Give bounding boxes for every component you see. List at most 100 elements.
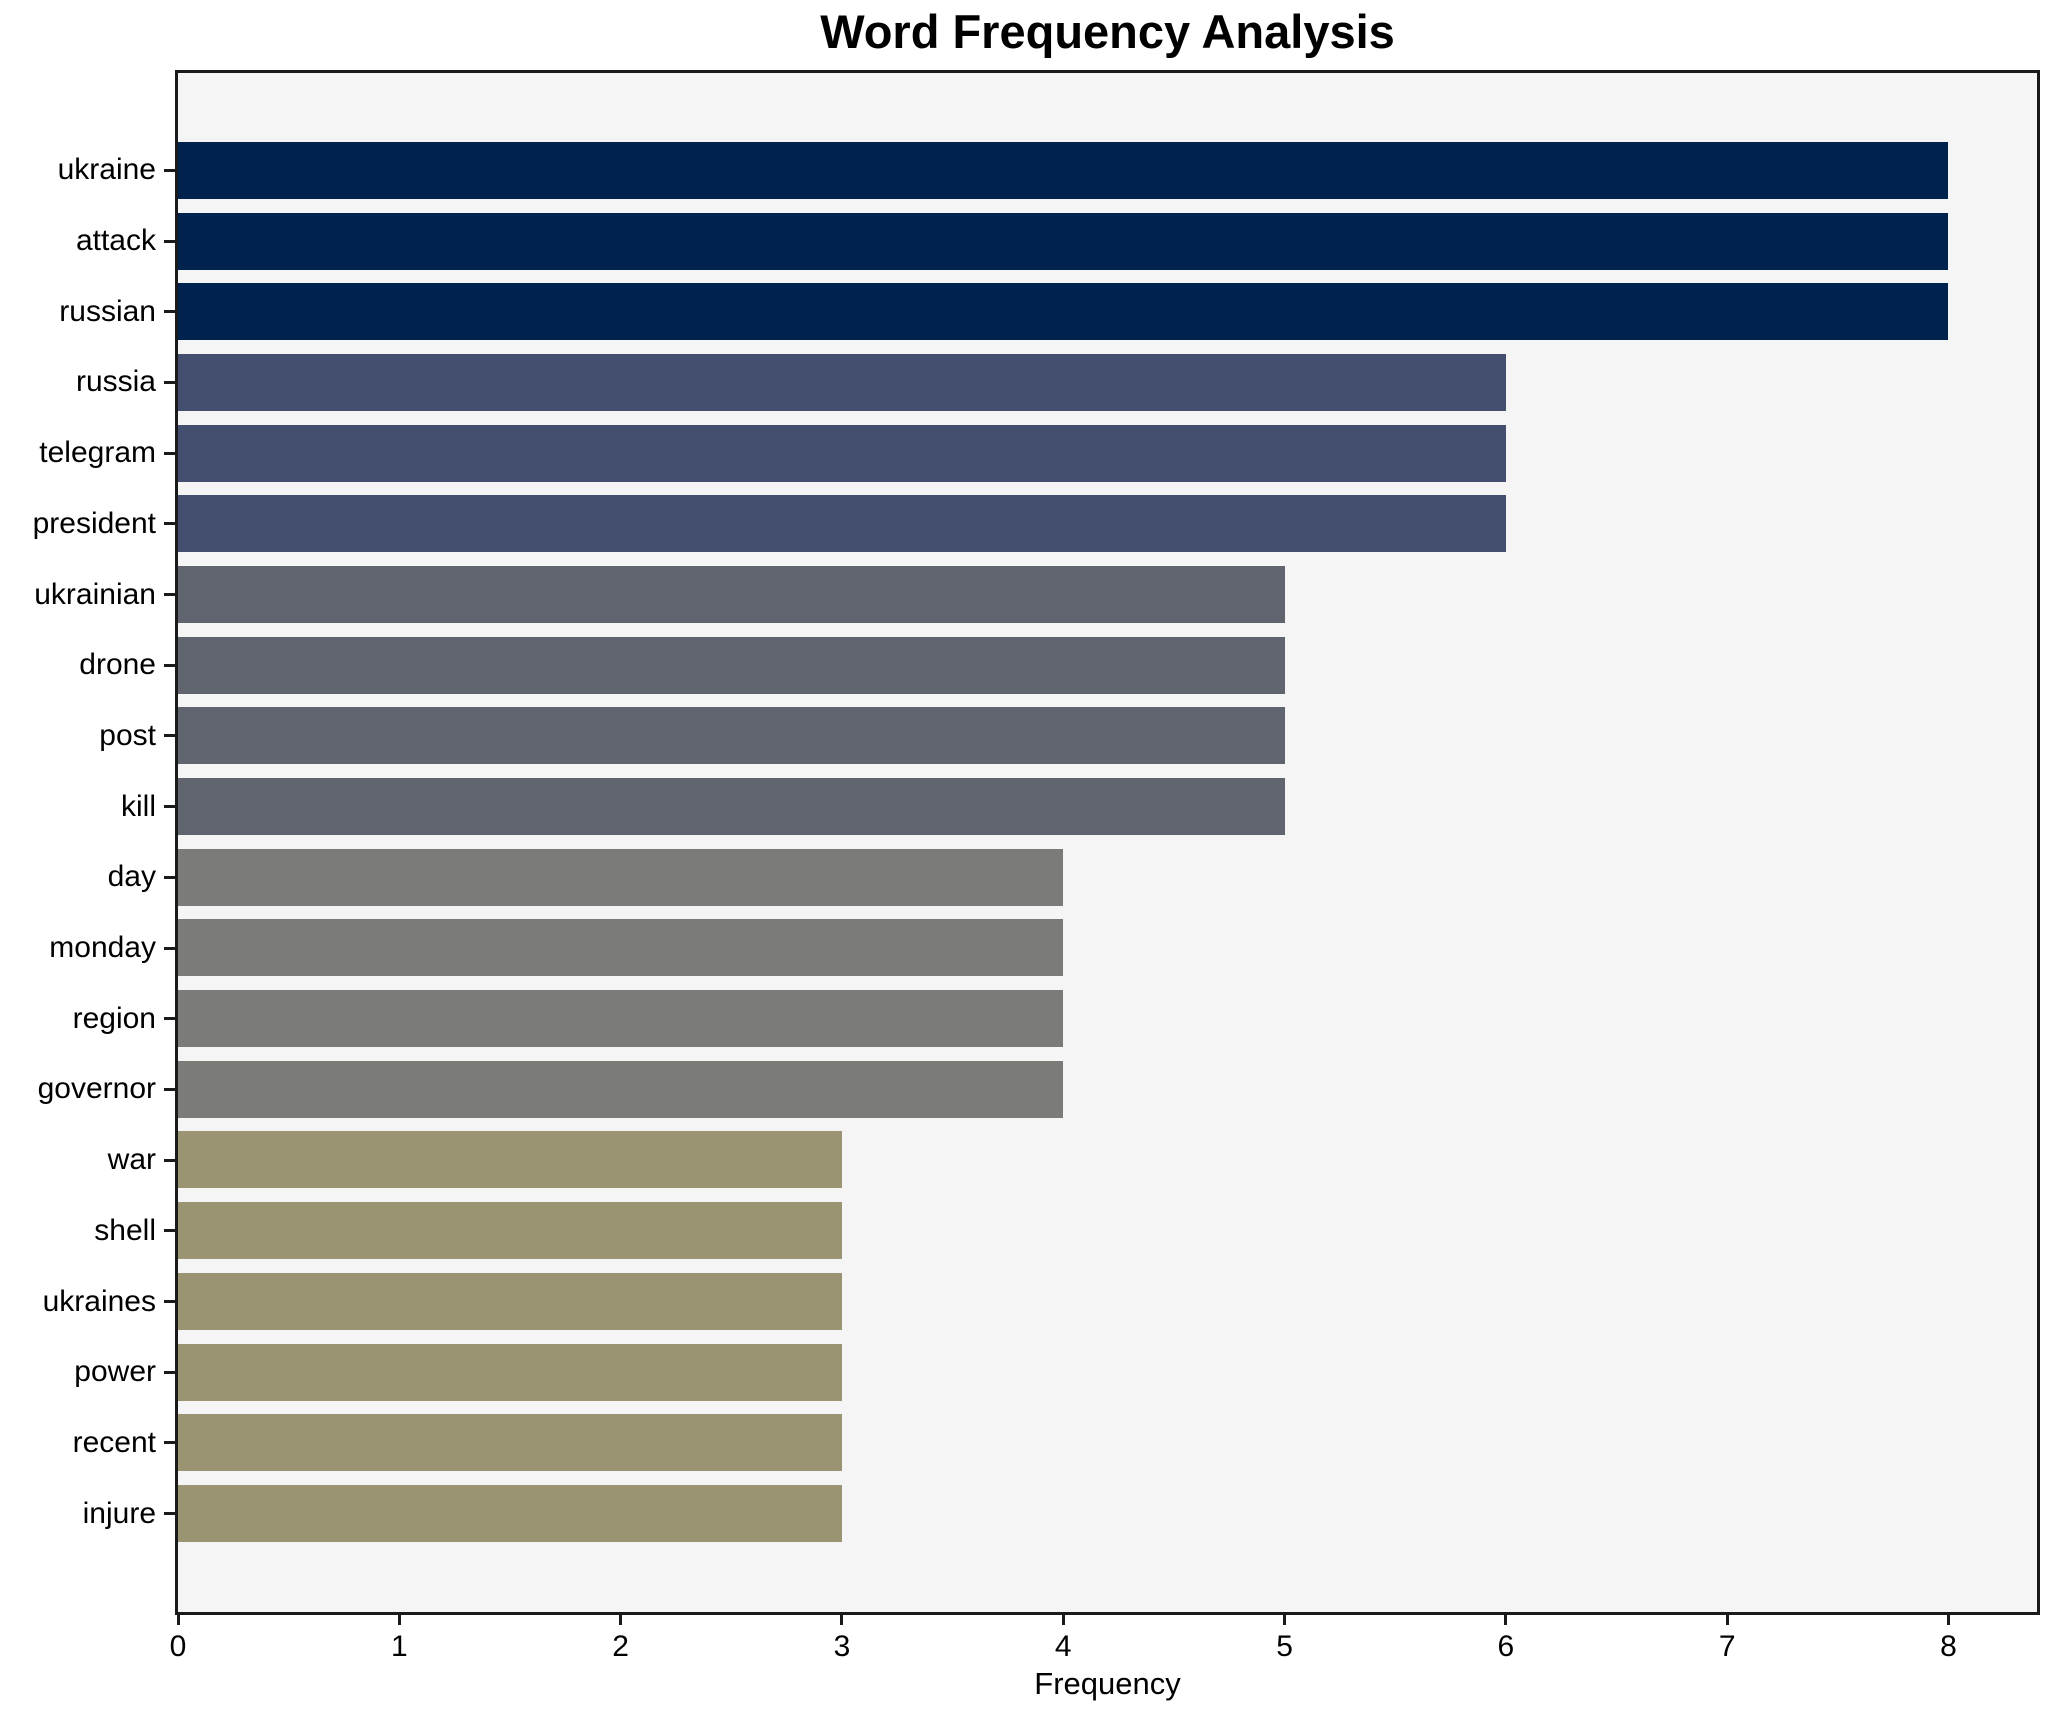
bar-row (178, 418, 2037, 489)
chart-title: Word Frequency Analysis (820, 5, 1395, 58)
y-tick-mark (164, 805, 175, 809)
x-tick-label-2: 2 (612, 1630, 629, 1663)
bar-ukraine (178, 141, 1949, 199)
bar-president (178, 495, 1506, 553)
bar-row (178, 983, 2037, 1054)
bar-power (178, 1343, 842, 1401)
bar-row (178, 276, 2037, 347)
y-tick-label-injure: injure (82, 1496, 156, 1530)
y-tick-label-attack: attack (75, 224, 156, 258)
bar-row (178, 347, 2037, 418)
y-tick-mark (164, 310, 175, 314)
y-tick-label-region: region (72, 1001, 156, 1035)
x-axis-label: Frequency (1034, 1666, 1181, 1701)
x-tick-label-3: 3 (833, 1630, 851, 1663)
x-tick-label-5: 5 (1276, 1630, 1293, 1663)
bar-injure (178, 1484, 842, 1542)
bar-ukraines (178, 1272, 842, 1330)
bar-recent (178, 1414, 842, 1472)
bar-row (178, 630, 2037, 701)
y-tick-label-president: president (32, 506, 156, 540)
bar-row (178, 135, 2037, 206)
bar-telegram (178, 424, 1506, 482)
bar-ukrainian (178, 565, 1285, 623)
bar-row (178, 842, 2037, 913)
y-tick-mark (164, 1512, 175, 1516)
x-tick-mark (1946, 1615, 1950, 1625)
x-tick-mark (176, 1615, 180, 1625)
x-tick-label-1: 1 (390, 1630, 408, 1663)
y-tick-mark (164, 168, 175, 172)
y-tick-mark (164, 663, 175, 667)
plot-area (175, 70, 2040, 1615)
y-tick-mark (164, 1441, 175, 1445)
y-tick-mark (164, 1300, 175, 1304)
y-tick-mark (164, 593, 175, 597)
bars-container (178, 73, 2037, 1612)
bar-row (178, 1337, 2037, 1408)
bar-row (178, 1478, 2037, 1549)
bar-region (178, 990, 1064, 1048)
y-tick-label-ukraine: ukraine (57, 153, 156, 187)
bar-row (178, 1125, 2037, 1196)
y-tick-mark (164, 451, 175, 455)
y-tick-label-war: war (107, 1143, 156, 1177)
y-tick-mark (164, 1087, 175, 1091)
bar-row (178, 1195, 2037, 1266)
x-tick-mark (397, 1615, 401, 1625)
y-tick-mark (164, 380, 175, 384)
bar-attack (178, 212, 1949, 270)
bar-row (178, 559, 2037, 630)
y-tick-mark (164, 946, 175, 950)
bar-row (178, 488, 2037, 559)
x-tick-label-6: 6 (1497, 1630, 1515, 1663)
bar-governor (178, 1060, 1064, 1118)
bar-russia (178, 353, 1506, 411)
bar-russian (178, 283, 1949, 341)
x-tick-mark (840, 1615, 844, 1625)
bar-shell (178, 1202, 842, 1260)
bar-row (178, 1054, 2037, 1125)
y-tick-label-power: power (74, 1355, 156, 1389)
y-tick-label-day: day (107, 860, 156, 894)
y-tick-label-monday: monday (49, 931, 156, 965)
y-tick-label-governor: governor (37, 1072, 156, 1106)
x-tick-mark (1283, 1615, 1287, 1625)
bar-post (178, 707, 1285, 765)
y-tick-label-russia: russia (75, 365, 156, 399)
y-tick-label-post: post (99, 718, 156, 752)
y-tick-mark (164, 1229, 175, 1233)
x-tick-label-4: 4 (1054, 1630, 1072, 1663)
x-tick-label-0: 0 (169, 1630, 187, 1663)
y-tick-mark (164, 734, 175, 738)
bar-row (178, 701, 2037, 772)
y-tick-mark (164, 239, 175, 243)
x-tick-mark (1725, 1615, 1729, 1625)
y-tick-mark (164, 1017, 175, 1021)
bar-row (178, 1407, 2037, 1478)
bar-kill (178, 778, 1285, 836)
y-tick-label-drone: drone (79, 648, 156, 682)
y-tick-label-telegram: telegram (39, 436, 156, 470)
x-tick-label-8: 8 (1940, 1630, 1957, 1663)
y-tick-mark (164, 1158, 175, 1162)
y-tick-label-ukrainian: ukrainian (34, 577, 156, 611)
y-tick-mark (164, 875, 175, 879)
x-tick-mark (619, 1615, 623, 1625)
bar-row (178, 771, 2037, 842)
y-tick-mark (164, 1370, 175, 1374)
bar-row (178, 913, 2037, 984)
x-tick-label-7: 7 (1718, 1630, 1736, 1663)
x-tick-mark (1504, 1615, 1508, 1625)
bar-row (178, 206, 2037, 277)
bar-drone (178, 636, 1285, 694)
y-tick-label-kill: kill (121, 789, 156, 823)
y-tick-label-recent: recent (72, 1425, 156, 1459)
bar-row (178, 1266, 2037, 1337)
y-tick-mark (164, 522, 175, 526)
bar-war (178, 1131, 842, 1189)
x-tick-mark (1061, 1615, 1065, 1625)
bar-monday (178, 919, 1064, 977)
y-tick-label-shell: shell (94, 1213, 156, 1247)
